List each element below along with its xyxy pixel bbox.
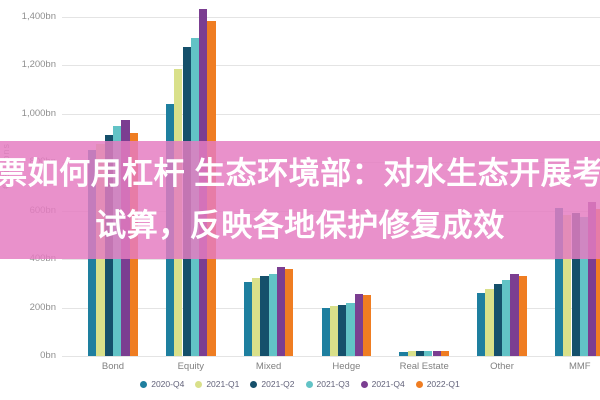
gridline [62,65,600,66]
bar-real-estate-2022-Q1 [440,350,450,356]
legend-item-2021-Q2: 2021-Q2 [250,379,295,389]
bar-mixed-2021-Q3 [268,273,277,356]
bar-hedge-2022-Q1 [363,295,372,356]
legend-label: 2022-Q1 [426,379,460,389]
legend-color-dot [140,380,148,388]
x-axis-category-label: Hedge [332,361,361,372]
bar-mmf-2021-Q2 [571,212,580,356]
y-axis-tick-label: 1,400bn [21,10,56,22]
y-axis-tick-label: 0bn [40,350,56,361]
legend-color-dot [415,380,423,388]
legend-color-dot [195,380,203,388]
x-axis-category-label: Equity [177,361,204,372]
bar-hedge-2020-Q4 [321,307,330,356]
bar-real-estate-2021-Q2 [415,351,425,356]
legend-color-dot [305,380,313,388]
bar-real-estate-2021-Q4 [432,350,441,356]
bar-other-2021-Q3 [502,279,511,356]
x-axis-category-label: Bond [101,361,125,372]
legend-item-2022-Q1: 2022-Q1 [415,379,460,389]
gridline [62,16,600,18]
bar-mixed-2021-Q2 [260,275,269,356]
x-axis-category-label: MMF [568,361,591,372]
bar-mixed-2020-Q4 [243,282,252,356]
legend-item-2021-Q4: 2021-Q4 [360,379,405,389]
y-axis-tick-label: 1,000bn [21,107,56,119]
bar-other-2022-Q1 [518,275,527,356]
bar-hedge-2021-Q1 [329,306,339,356]
bar-mmf-2022-Q1 [596,209,600,356]
legend-item-2021-Q3: 2021-Q3 [305,379,350,389]
bar-hedge-2021-Q3 [346,302,355,356]
bar-mixed-2022-Q1 [285,268,294,356]
bar-mmf-2020-Q4 [554,208,564,356]
bar-mmf-2021-Q1 [563,215,572,356]
headline-line-2: 试算，反映各地保护修复成效 [95,208,505,243]
news-headline-overlay: 股票如何用杠杆 生态环境部：对水生态开展考核 试算，反映各地保护修复成效 [0,141,600,259]
legend-label: 2021-Q2 [261,379,295,389]
y-axis-tick-label: 200bn [29,301,56,313]
x-axis-category-label: Mixed [255,361,282,372]
legend-item-2021-Q1: 2021-Q1 [195,379,239,389]
legend-color-dot [360,380,368,388]
bar-other-2021-Q1 [485,289,494,356]
headline-line-1: 股票如何用杠杆 生态环境部：对水生态开展考核 [0,156,600,191]
legend-item-2020-Q4: 2020-Q4 [140,379,184,389]
bar-other-2021-Q4 [510,273,519,356]
bar-other-2021-Q2 [493,284,502,356]
bar-real-estate-2020-Q4 [399,351,408,356]
bar-mmf-2021-Q3 [579,216,589,356]
legend-label: 2021-Q4 [371,379,405,389]
bar-hedge-2021-Q2 [338,305,347,356]
chart-legend: 2020-Q4 2021-Q1 2021-Q2 2021-Q3 2021-Q4 2022-… [0,379,600,389]
gridline [62,356,600,357]
bar-real-estate-2021-Q1 [407,351,416,356]
bar-mmf-2021-Q4 [588,202,597,356]
x-axis-category-label: Other [490,361,514,372]
bar-hedge-2021-Q4 [354,294,363,356]
legend-label: 2021-Q1 [206,379,240,389]
y-axis-tick-label: 1,200bn [21,59,56,70]
bar-real-estate-2021-Q3 [424,351,433,356]
x-axis-category-label: Real Estate [399,361,449,372]
bar-mixed-2021-Q4 [276,267,286,356]
bar-mixed-2021-Q1 [252,278,261,356]
legend-color-dot [250,380,258,388]
gridline [62,259,600,260]
legend-label: 2021-Q3 [316,379,350,389]
legend-label: 2020-Q4 [151,379,185,389]
bar-other-2020-Q4 [477,292,486,356]
gridline [62,113,600,115]
